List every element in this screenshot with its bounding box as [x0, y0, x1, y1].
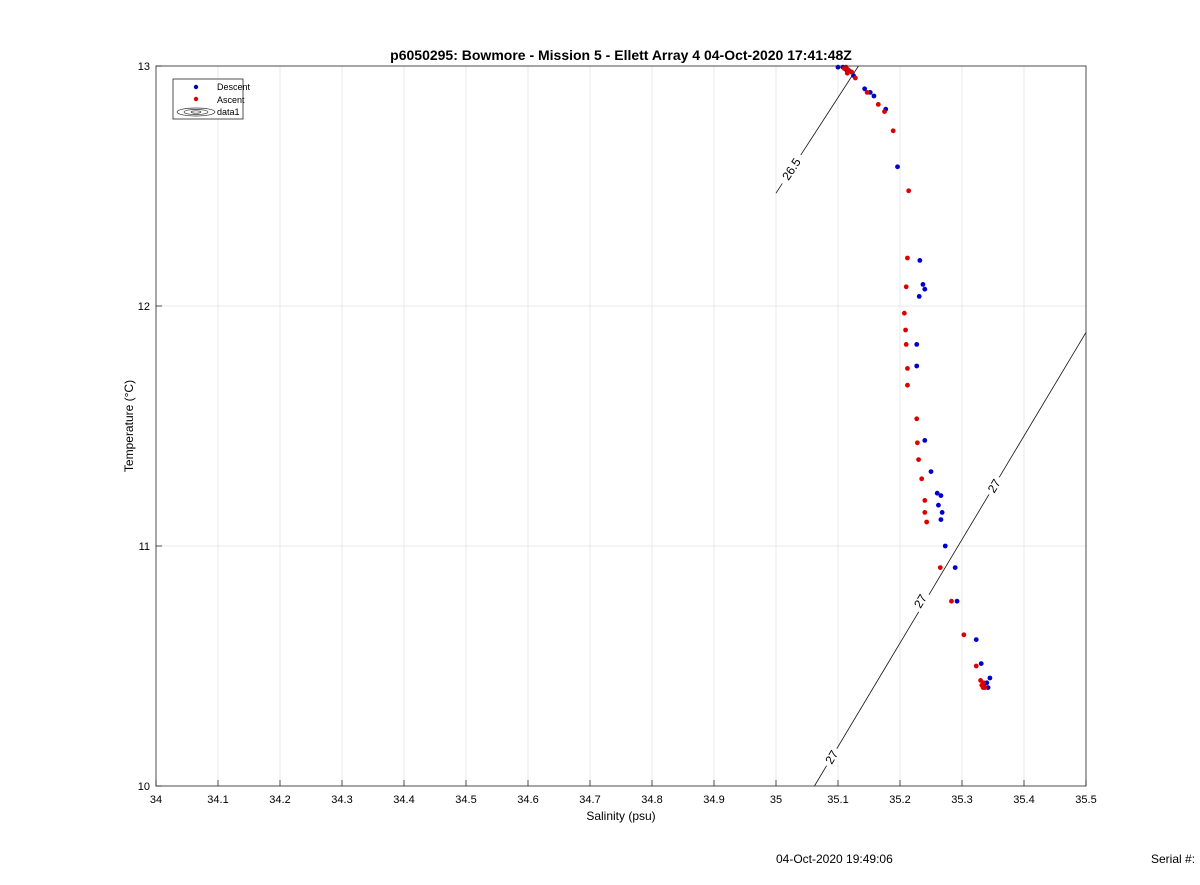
legend-label-data1: data1: [217, 107, 240, 117]
point-descent: [920, 282, 926, 287]
point-descent: [934, 490, 940, 496]
x-tick-label: 34.2: [269, 794, 290, 806]
point-ascent: [905, 382, 910, 388]
plot-area-border: [155, 65, 1087, 787]
isopycnal-label-bg: [909, 589, 931, 613]
point-descent: [938, 517, 944, 522]
isopycnal-label-bg: [983, 473, 1005, 498]
point-ascent: [882, 109, 887, 114]
x-tick-label: 34.5: [455, 794, 476, 806]
point-descent: [922, 438, 928, 443]
footer-serial-label: Serial #:: [1151, 852, 1196, 866]
x-tick-label: 35.3: [951, 794, 972, 806]
footer-timestamp: 04-Oct-2020 19:49:06: [776, 852, 893, 866]
x-tick-label: 34.3: [331, 794, 352, 806]
axes: 34 34.1 34.2 34.3 34.4 34.5 34.6 34.7 34.8 34.9 35…: [138, 61, 1097, 806]
point-descent: [942, 543, 948, 549]
y-tick-label: 13: [138, 61, 150, 73]
point-descent: [973, 637, 979, 642]
isopycnal-label: 27: [985, 476, 1004, 495]
point-descent: [835, 64, 841, 70]
point-ascent: [845, 67, 851, 72]
point-descent: [917, 258, 923, 263]
point-descent: [922, 286, 928, 292]
point-ascent: [914, 416, 920, 422]
point-ascent: [919, 476, 925, 482]
point-descent: [916, 294, 922, 299]
legend-contour-icon: [176, 107, 216, 117]
isopycnal-label: 27: [911, 592, 930, 611]
legend-marker-ascent: [193, 96, 199, 102]
point-ascent: [922, 498, 928, 503]
point-ascent: [906, 188, 912, 194]
x-tick-label: 35.5: [1075, 794, 1096, 806]
point-ascent: [982, 685, 988, 690]
x-tick-label: 35.4: [1013, 794, 1034, 806]
data-points: [835, 64, 993, 690]
point-descent: [928, 469, 934, 474]
x-axis-label: Salinity (psu): [586, 809, 655, 823]
x-tick-label: 35.1: [827, 794, 848, 806]
point-ascent: [905, 366, 910, 371]
y-tick-label: 10: [138, 781, 150, 793]
chart-title: p6050295: Bowmore - Mission 5 - Ellett A…: [390, 47, 852, 63]
point-descent: [952, 565, 958, 570]
point-ascent: [903, 342, 909, 347]
point-descent: [938, 493, 944, 498]
point-ascent: [949, 598, 954, 604]
x-tick-label: 34.7: [579, 794, 600, 806]
legend: Descent Ascent data1: [172, 78, 251, 120]
legend-label-ascent: Ascent: [217, 95, 245, 105]
point-ascent: [844, 70, 850, 76]
isopycnal-label: 27: [822, 748, 841, 767]
point-ascent: [961, 632, 967, 638]
point-ascent: [905, 255, 910, 261]
x-tick-label: 34.4: [393, 794, 414, 806]
y-tick-label: 11: [139, 541, 150, 553]
point-ascent: [903, 284, 909, 290]
point-ascent: [903, 327, 908, 333]
legend-marker-descent: [193, 84, 199, 90]
x-tick-label: 34.8: [641, 794, 662, 806]
point-descent: [862, 86, 868, 92]
point-ascent: [924, 519, 930, 525]
x-tick-label: 34.6: [517, 794, 538, 806]
grid: [155, 65, 1087, 787]
point-ascent: [890, 128, 896, 134]
x-tick-label: 34: [150, 794, 162, 806]
point-ascent: [922, 510, 928, 515]
x-tick-label: 35.2: [889, 794, 910, 806]
point-descent: [954, 598, 960, 604]
point-ascent: [875, 102, 881, 107]
point-ascent: [901, 310, 907, 316]
point-ascent: [973, 663, 979, 669]
point-ascent: [937, 565, 943, 570]
point-descent: [914, 342, 920, 347]
point-descent: [978, 661, 984, 666]
isopycnal-label-bg: [776, 151, 806, 187]
point-descent: [895, 164, 900, 170]
legend-label-descent: Descent: [217, 82, 251, 92]
point-descent: [987, 675, 993, 681]
isopycnal-line: [814, 332, 1087, 787]
point-ascent: [981, 680, 987, 686]
isopycnal-label-bg: [820, 745, 843, 769]
y-tick-label: 12: [138, 301, 150, 313]
point-ascent: [849, 69, 855, 75]
point-descent: [936, 502, 941, 508]
x-tick-label: 34.1: [207, 794, 228, 806]
point-ascent: [914, 440, 920, 446]
x-tick-label: 35: [770, 794, 782, 806]
y-axis-label: Temperature (°C): [122, 380, 136, 472]
point-ascent: [864, 90, 870, 95]
point-descent: [939, 510, 945, 515]
point-descent: [914, 363, 920, 369]
x-tick-label: 34.9: [703, 794, 724, 806]
point-ascent: [916, 457, 921, 462]
point-ascent: [852, 75, 858, 81]
point-descent: [871, 93, 877, 99]
